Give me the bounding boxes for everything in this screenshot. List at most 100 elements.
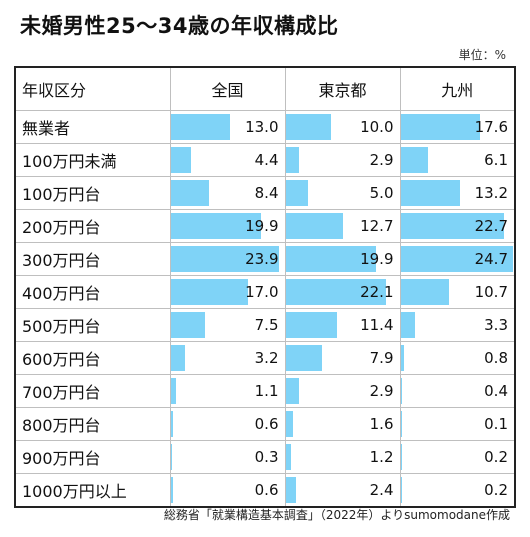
value-cell-tokyo: 2.9 (284, 143, 401, 177)
value-cell-tokyo: 2.4 (284, 473, 401, 508)
category-label: 100万円台 (14, 176, 171, 210)
data-label-kyushu: 24.7 (474, 250, 508, 268)
data-label-tokyo: 19.9 (360, 250, 394, 268)
value-cell-tokyo: 22.1 (284, 275, 401, 309)
bar-national (170, 312, 205, 338)
bar-national (170, 180, 209, 206)
table-row: 600万円台 3.2 7.9 0.8 (14, 341, 516, 375)
data-label-tokyo: 7.9 (369, 349, 394, 367)
bar-tokyo (285, 213, 344, 239)
category-label: 600万円台 (14, 341, 171, 375)
bar-national (170, 213, 262, 239)
header-national: 全国 (169, 66, 286, 111)
bar-kyushu (400, 312, 416, 338)
chart-title: 未婚男性25～34歳の年収構成比 (20, 14, 339, 38)
data-label-kyushu: 22.7 (474, 217, 508, 235)
value-cell-kyushu: 24.7 (399, 242, 516, 276)
bar-kyushu (400, 246, 513, 272)
data-label-tokyo: 1.6 (369, 415, 394, 433)
value-cell-tokyo: 1.6 (284, 407, 401, 441)
category-label: 200万円台 (14, 209, 171, 243)
table-row: 900万円台 0.3 1.2 0.2 (14, 440, 516, 474)
bar-tokyo (285, 279, 387, 305)
value-cell-national: 13.0 (169, 110, 286, 144)
category-label: 400万円台 (14, 275, 171, 309)
value-cell-tokyo: 1.2 (284, 440, 401, 474)
data-label-tokyo: 2.9 (369, 382, 394, 400)
bar-kyushu (400, 114, 481, 140)
bar-national (170, 345, 186, 371)
bar-kyushu (400, 345, 405, 371)
value-cell-national: 1.1 (169, 374, 286, 408)
value-cell-tokyo: 12.7 (284, 209, 401, 243)
bar-tokyo (285, 477, 297, 503)
data-label-kyushu: 17.6 (474, 118, 508, 136)
header-tokyo: 東京都 (284, 66, 401, 111)
value-cell-national: 0.6 (169, 473, 286, 508)
bar-tokyo (285, 312, 338, 338)
bar-national (170, 246, 280, 272)
data-label-tokyo: 12.7 (360, 217, 394, 235)
header-row: 年収区分 全国 東京都 九州 (14, 66, 516, 111)
data-label-kyushu: 3.3 (484, 316, 508, 334)
value-cell-tokyo: 10.0 (284, 110, 401, 144)
value-cell-kyushu: 3.3 (399, 308, 516, 342)
bar-kyushu (400, 378, 403, 404)
bar-kyushu (400, 477, 402, 503)
data-label-national: 1.1 (254, 382, 279, 400)
value-cell-national: 8.4 (169, 176, 286, 210)
value-cell-national: 17.0 (169, 275, 286, 309)
value-cell-kyushu: 0.2 (399, 473, 516, 508)
value-cell-tokyo: 2.9 (284, 374, 401, 408)
value-cell-national: 19.9 (169, 209, 286, 243)
value-cell-kyushu: 17.6 (399, 110, 516, 144)
data-label-tokyo: 1.2 (369, 448, 394, 466)
table-row: 100万円未満 4.4 2.9 6.1 (14, 143, 516, 177)
bar-tokyo (285, 444, 291, 470)
data-label-national: 8.4 (254, 184, 279, 202)
bar-tokyo (285, 180, 309, 206)
data-label-kyushu: 13.2 (474, 184, 508, 202)
value-cell-national: 7.5 (169, 308, 286, 342)
category-label: 無業者 (14, 110, 171, 144)
value-cell-kyushu: 0.4 (399, 374, 516, 408)
header-kyushu: 九州 (399, 66, 516, 111)
bar-national (170, 114, 230, 140)
bar-national (170, 279, 249, 305)
table-row: 800万円台 0.6 1.6 0.1 (14, 407, 516, 441)
bar-tokyo (285, 147, 299, 173)
bar-tokyo (285, 114, 332, 140)
data-label-tokyo: 22.1 (360, 283, 394, 301)
data-label-national: 23.9 (245, 250, 279, 268)
value-cell-tokyo: 19.9 (284, 242, 401, 276)
table-body: 無業者 13.0 10.0 17.6 100万円未満 4.4 2.9 6.1 100万円台 8.4… (14, 110, 516, 508)
table-row: 200万円台 19.9 12.7 22.7 (14, 209, 516, 243)
value-cell-national: 3.2 (169, 341, 286, 375)
data-label-national: 17.0 (245, 283, 279, 301)
table-row: 無業者 13.0 10.0 17.6 (14, 110, 516, 144)
data-label-kyushu: 0.8 (484, 349, 508, 367)
data-label-national: 0.6 (254, 481, 279, 499)
value-cell-kyushu: 0.8 (399, 341, 516, 375)
table-row: 1000万円以上 0.6 2.4 0.2 (14, 473, 516, 508)
data-label-national: 13.0 (245, 118, 279, 136)
value-cell-tokyo: 11.4 (284, 308, 401, 342)
bar-national (170, 411, 174, 437)
data-label-kyushu: 0.4 (484, 382, 508, 400)
data-label-tokyo: 11.4 (360, 316, 394, 334)
value-cell-national: 23.9 (169, 242, 286, 276)
bar-tokyo (285, 378, 299, 404)
bar-national (170, 147, 191, 173)
bar-kyushu (400, 147, 429, 173)
table-row: 500万円台 7.5 11.4 3.3 (14, 308, 516, 342)
bar-kyushu (400, 444, 402, 470)
category-label: 100万円未満 (14, 143, 171, 177)
value-cell-kyushu: 10.7 (399, 275, 516, 309)
bar-tokyo (285, 246, 377, 272)
data-label-kyushu: 0.2 (484, 481, 508, 499)
data-label-tokyo: 5.0 (369, 184, 394, 202)
value-cell-kyushu: 6.1 (399, 143, 516, 177)
data-label-tokyo: 2.4 (369, 481, 394, 499)
data-label-national: 3.2 (254, 349, 279, 367)
value-cell-national: 0.6 (169, 407, 286, 441)
